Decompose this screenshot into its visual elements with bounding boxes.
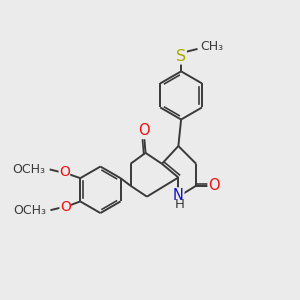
Text: S: S bbox=[176, 49, 186, 64]
Text: O: O bbox=[59, 165, 70, 179]
Text: O: O bbox=[60, 200, 71, 214]
Text: N: N bbox=[173, 188, 184, 203]
Text: O: O bbox=[138, 124, 150, 139]
Text: H: H bbox=[175, 198, 185, 211]
Text: OCH₃: OCH₃ bbox=[13, 204, 46, 217]
Text: OCH₃: OCH₃ bbox=[12, 163, 45, 176]
Text: O: O bbox=[208, 178, 220, 193]
Text: CH₃: CH₃ bbox=[200, 40, 224, 53]
